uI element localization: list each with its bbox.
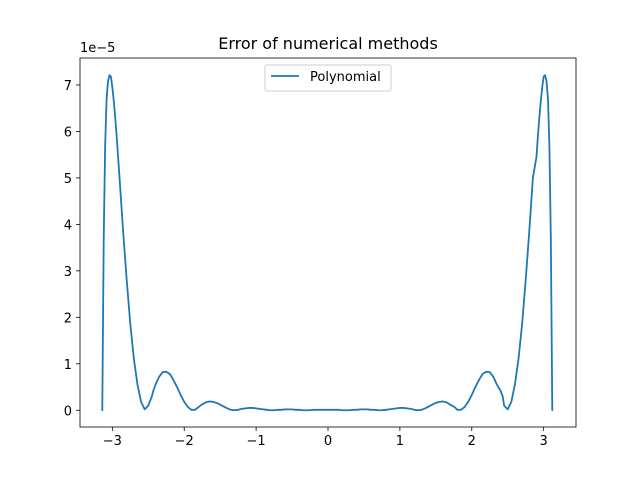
y-axis-offset-label: 1e−5 [80,41,115,56]
x-tick-label: −1 [247,434,266,449]
y-tick-label: 5 [64,172,72,187]
series-line-polynomial [101,74,554,412]
y-tick-label: 2 [64,311,72,326]
legend-frame [264,64,392,92]
x-tick-label: 0 [324,434,332,449]
y-tick-label: 3 [64,265,72,280]
x-tick-label: −2 [175,434,194,449]
y-tick-label: 7 [64,79,72,94]
y-axis-ticks: 0 1 2 3 4 5 6 7 [64,79,80,419]
series-layer [101,74,554,412]
x-tick-label: −3 [103,434,122,449]
x-tick-label: 1 [396,434,404,449]
legend: Polynomial [264,64,392,92]
y-tick-label: 1 [64,358,72,373]
x-tick-label: 3 [540,434,548,449]
y-tick-label: 4 [64,218,72,233]
x-axis-ticks: −3 −2 −1 0 1 2 3 [103,427,548,449]
y-tick-label: 0 [64,404,72,419]
legend-label-polynomial: Polynomial [310,70,381,85]
y-tick-label: 6 [64,125,72,140]
plot-area [80,58,576,427]
chart-title: Error of numerical methods [218,34,438,53]
x-tick-label: 2 [468,434,476,449]
